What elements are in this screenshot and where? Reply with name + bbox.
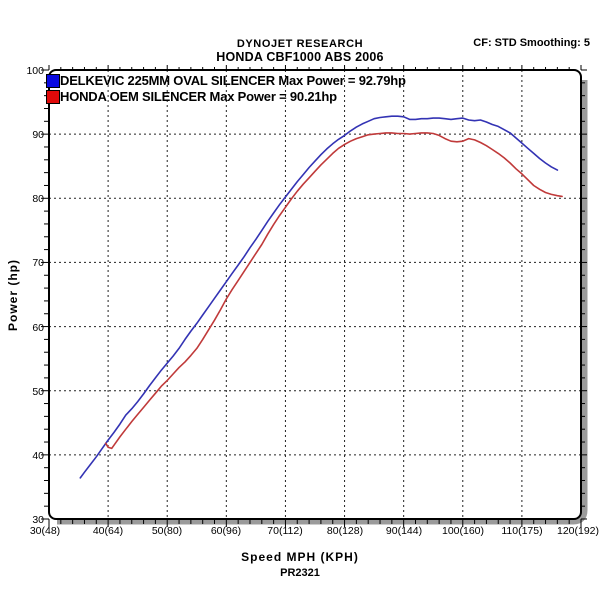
run-id-label: PR2321	[280, 567, 320, 579]
x-tick-label: 60(96)	[211, 525, 241, 537]
x-tick-label: 40(64)	[93, 525, 123, 537]
x-tick-label: 70(112)	[267, 525, 302, 537]
legend: DELKEVIC 225MM OVAL SILENCER Max Power =…	[46, 73, 406, 105]
honda-oem-curve	[104, 132, 563, 450]
x-tick-label: 120(192)	[557, 525, 599, 537]
y-axis-tick-labels: 100 90 80 70 60 50 40 30	[26, 65, 44, 526]
legend-item-delkevic: DELKEVIC 225MM OVAL SILENCER Max Power =…	[46, 73, 406, 89]
legend-item-honda-oem: HONDA OEM SILENCER Max Power = 90.21hp	[46, 89, 406, 105]
y-tick-label: 70	[32, 257, 44, 269]
honda-oem-color-swatch	[46, 90, 60, 104]
y-axis-label: Power (hp)	[6, 259, 20, 331]
delkevic-color-swatch	[46, 74, 60, 88]
x-tick-label: 90(144)	[386, 525, 422, 537]
x-axis-label: Speed MPH (KPH)	[241, 550, 359, 564]
x-tick-label: 80(128)	[327, 525, 363, 537]
y-tick-label: 30	[32, 514, 44, 526]
y-tick-label: 60	[32, 322, 44, 334]
x-axis-tick-labels: 30(48) 40(64) 50(80) 60(96) 70(112) 80(1…	[30, 525, 599, 537]
x-tick-label: 110(175)	[501, 525, 542, 537]
chart-title-line2: HONDA CBF1000 ABS 2006	[216, 50, 383, 64]
grid-lines	[49, 70, 581, 519]
y-tick-label: 100	[26, 65, 44, 77]
y-tick-label: 80	[32, 193, 44, 205]
y-tick-label: 40	[32, 450, 44, 462]
x-tick-label: 30(48)	[30, 525, 60, 537]
x-tick-label: 50(80)	[152, 525, 182, 537]
correction-smoothing-info: CF: STD Smoothing: 5	[473, 37, 590, 49]
chart-title-line1: DYNOJET RESEARCH	[237, 38, 363, 50]
plot-frame	[48, 69, 582, 520]
y-tick-label: 90	[32, 129, 44, 141]
power-curves	[79, 115, 563, 479]
x-tick-label: 100(160)	[442, 525, 484, 537]
y-tick-label: 50	[32, 386, 44, 398]
legend-label-delkevic: DELKEVIC 225MM OVAL SILENCER Max Power =…	[60, 73, 406, 88]
legend-label-honda-oem: HONDA OEM SILENCER Max Power = 90.21hp	[60, 89, 337, 104]
delkevic-curve	[79, 115, 559, 479]
